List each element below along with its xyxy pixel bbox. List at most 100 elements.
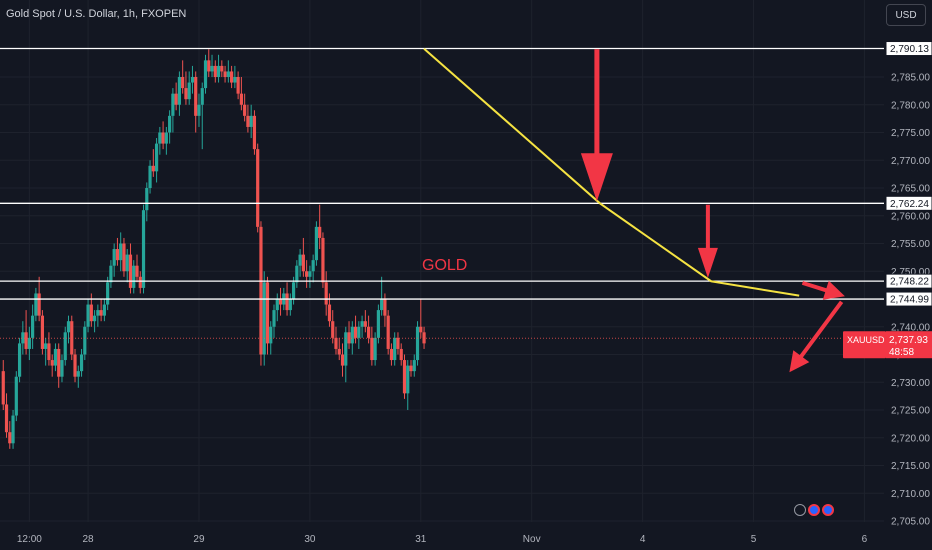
candle-body (278, 299, 283, 305)
candle (353, 315, 358, 344)
candle-body (363, 321, 367, 327)
candle-body (272, 310, 276, 327)
candle-body (370, 337, 374, 361)
candle-body (128, 254, 133, 288)
candle-body (66, 321, 71, 333)
time-tick-label: 30 (304, 534, 316, 545)
candle (112, 243, 116, 277)
arrow-shape (580, 49, 613, 202)
candle-body (89, 304, 93, 322)
candle (233, 65, 237, 89)
candle (278, 287, 283, 316)
candle-body (314, 226, 319, 261)
candle-body (262, 282, 266, 355)
candle (40, 310, 45, 355)
price-tick-label: 2,785.00 (891, 73, 930, 84)
price-tag-countdown: 48:58 (889, 347, 914, 358)
candle (376, 304, 380, 344)
candle (275, 293, 279, 322)
candle (370, 326, 374, 366)
candle (158, 126, 162, 155)
candle (308, 265, 312, 288)
time-axis-bg (0, 526, 884, 550)
candle (334, 326, 338, 355)
candle (132, 260, 136, 294)
us-flag-icon[interactable] (808, 504, 820, 516)
time-axis[interactable]: 12:00 28 29 30 31 Nov 4 5 6 (0, 526, 884, 550)
trendline (423, 47, 800, 297)
candle-body (47, 343, 51, 361)
level-label-text: 2,762.24 (890, 199, 929, 210)
candle (357, 321, 361, 349)
level-label-text: 2,744.99 (890, 295, 929, 306)
candle-body (269, 326, 273, 344)
candle-body (37, 293, 41, 316)
candle-body (1, 371, 5, 405)
time-tick-label: 12:00 (17, 534, 42, 545)
candle-body (347, 332, 351, 344)
candle (17, 337, 22, 383)
candle-body (216, 65, 221, 77)
price-tick-label: 2,715.00 (891, 461, 930, 472)
grid (0, 0, 884, 522)
lightning-icon[interactable] (794, 504, 806, 516)
candle-body (353, 326, 358, 338)
candle-body (337, 348, 341, 355)
candle (63, 326, 67, 366)
candle (272, 304, 276, 338)
price-tick-label: 2,760.00 (891, 211, 930, 222)
candle (34, 287, 38, 322)
candle (92, 310, 97, 333)
candle (389, 343, 394, 366)
candle-body (409, 365, 413, 372)
candle (402, 354, 407, 399)
candle-body (197, 104, 201, 116)
candle (367, 315, 371, 344)
candle-body (360, 321, 364, 327)
candle (66, 315, 71, 344)
candle-body (380, 299, 384, 311)
candle (76, 365, 80, 388)
candle (141, 204, 146, 294)
candle (412, 354, 416, 377)
candle-body (164, 132, 168, 144)
candle (122, 237, 126, 277)
candle (314, 221, 319, 266)
candle-body (154, 143, 159, 172)
candle (256, 143, 260, 233)
candle (174, 82, 178, 111)
event-flags[interactable] (794, 504, 834, 516)
candle-body (318, 226, 322, 238)
candle (200, 82, 204, 150)
currency-button[interactable]: USD (886, 4, 926, 26)
candle-body (83, 326, 87, 355)
candle-body (115, 249, 120, 261)
candle-body (207, 60, 211, 72)
candle (70, 315, 74, 361)
candle-body (236, 77, 240, 94)
price-tick-label: 2,720.00 (891, 433, 930, 444)
candle-body (181, 77, 185, 89)
candle (249, 104, 253, 139)
candle-body (357, 326, 361, 338)
us-flag-icon-2[interactable] (822, 504, 834, 516)
candle-body (203, 60, 208, 89)
candle (109, 260, 113, 288)
candle-body (259, 226, 263, 355)
price-tick-label: 2,765.00 (891, 184, 930, 195)
candle (106, 276, 110, 311)
candle-body (230, 71, 234, 83)
price-tick-label: 2,730.00 (891, 378, 930, 389)
candle-body (11, 415, 15, 444)
candle (203, 54, 208, 94)
price-tick-label: 2,725.00 (891, 406, 930, 417)
candle-body (220, 65, 224, 72)
candle (96, 304, 100, 327)
candle (223, 65, 227, 83)
candle (181, 60, 185, 94)
candle (44, 337, 48, 366)
candle (324, 271, 328, 316)
candle (406, 360, 410, 410)
candle (409, 360, 413, 377)
